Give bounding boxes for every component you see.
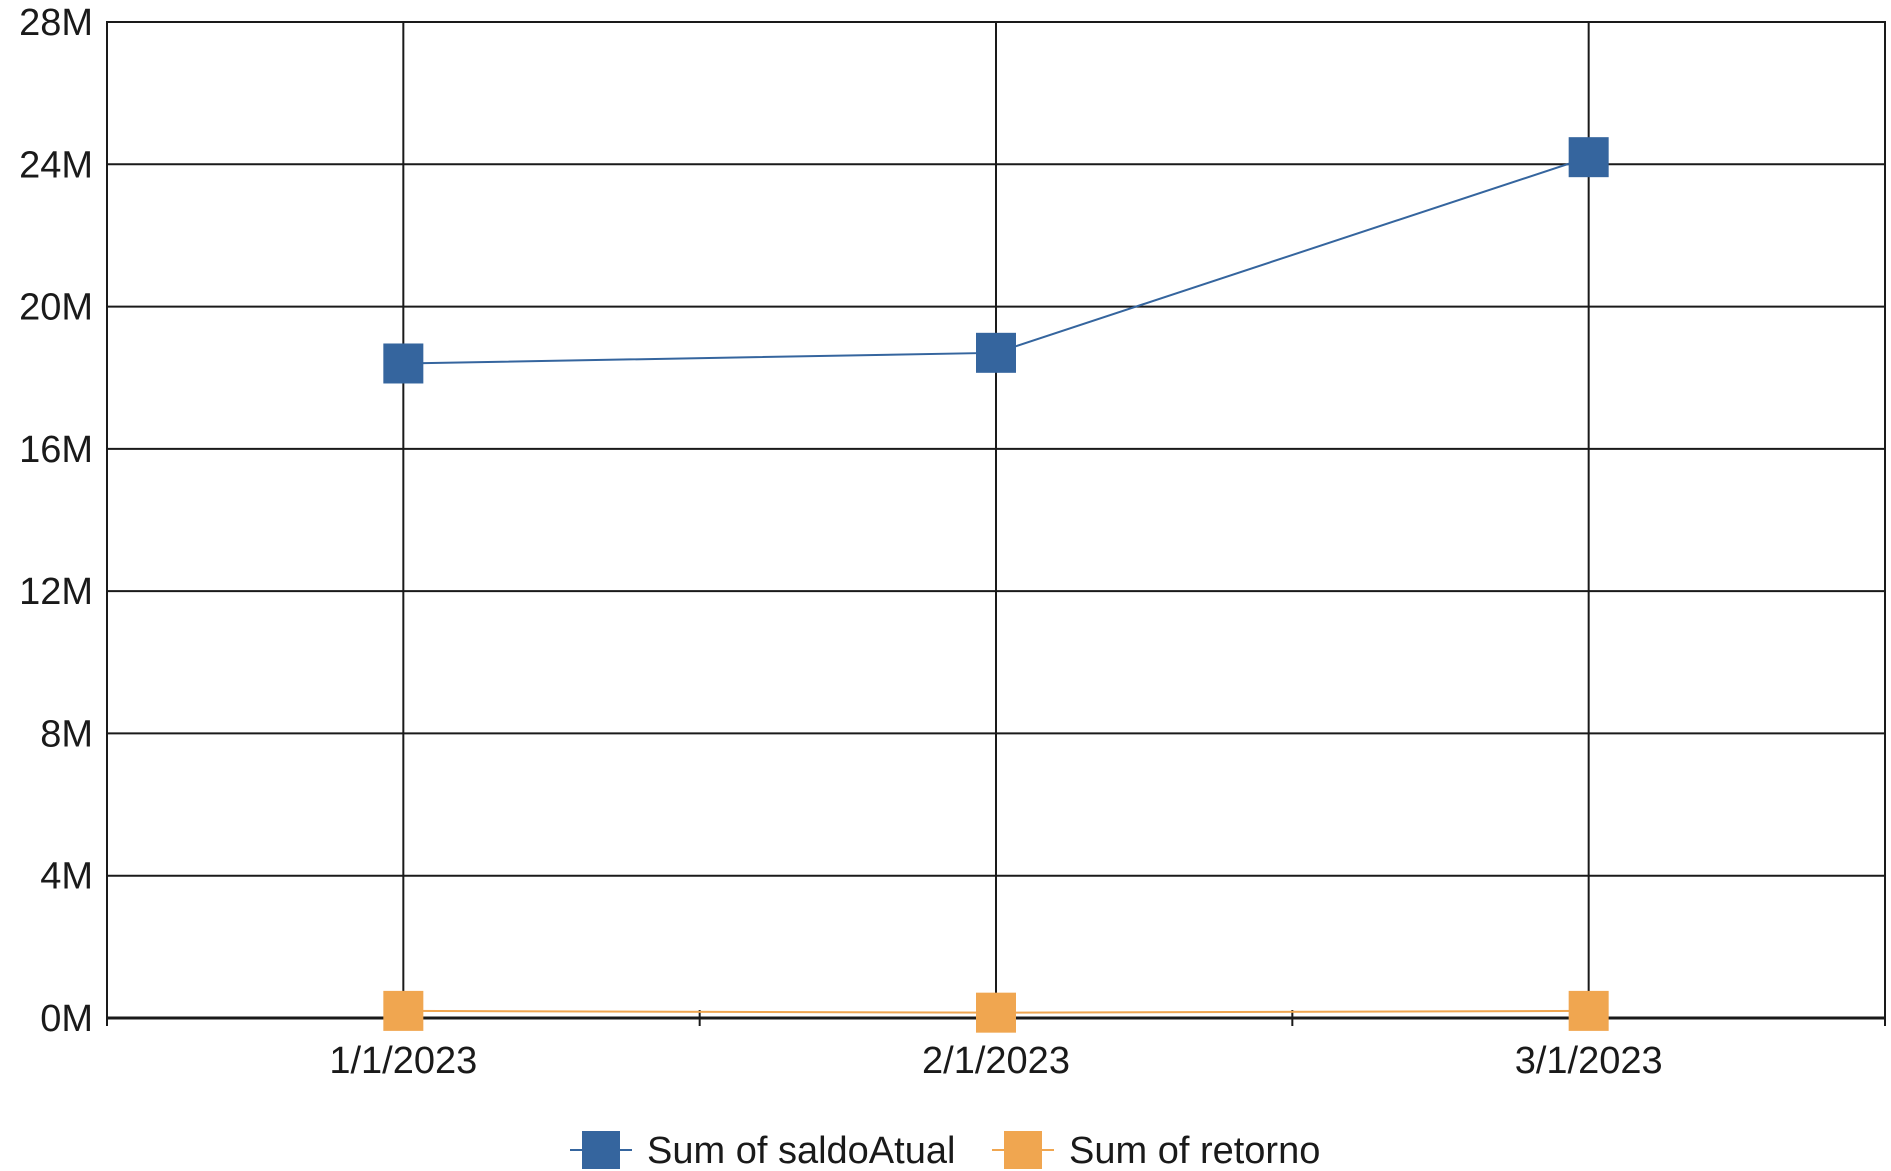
series <box>383 137 1609 1033</box>
legend-label: Sum of saldoAtual <box>647 1130 955 1171</box>
y-tick-label: 4M <box>40 856 93 898</box>
data-point-marker <box>976 992 1016 1033</box>
x-tick-label: 3/1/2023 <box>1515 1040 1663 1082</box>
legend: Sum of saldoAtual Sum of retorno <box>570 1130 1320 1171</box>
legend-marker <box>582 1131 620 1169</box>
x-tick-label: 2/1/2023 <box>922 1040 1070 1082</box>
data-point-marker <box>1568 990 1609 1031</box>
y-tick-label: 8M <box>40 713 93 755</box>
y-tick-label: 20M <box>19 287 93 329</box>
data-point-marker <box>976 332 1016 373</box>
data-point-marker <box>383 343 424 384</box>
y-tick-label: 16M <box>19 429 93 471</box>
y-tick-label: 12M <box>19 571 93 613</box>
legend-label: Sum of retorno <box>1069 1130 1320 1171</box>
legend-marker <box>1004 1131 1042 1169</box>
data-point-marker <box>1568 137 1609 178</box>
x-tick-label: 1/1/2023 <box>329 1040 477 1082</box>
y-tick-label: 28M <box>19 2 93 44</box>
y-tick-label: 24M <box>19 144 93 186</box>
grid <box>107 21 1885 1018</box>
y-tick-label: 0M <box>40 998 93 1040</box>
tick-labels: 0M 4M 8M 12M 16M 20M 24M 28M 1/1/2023 2/1/2023 3/1… <box>19 2 1663 1082</box>
data-point-marker <box>383 990 424 1031</box>
